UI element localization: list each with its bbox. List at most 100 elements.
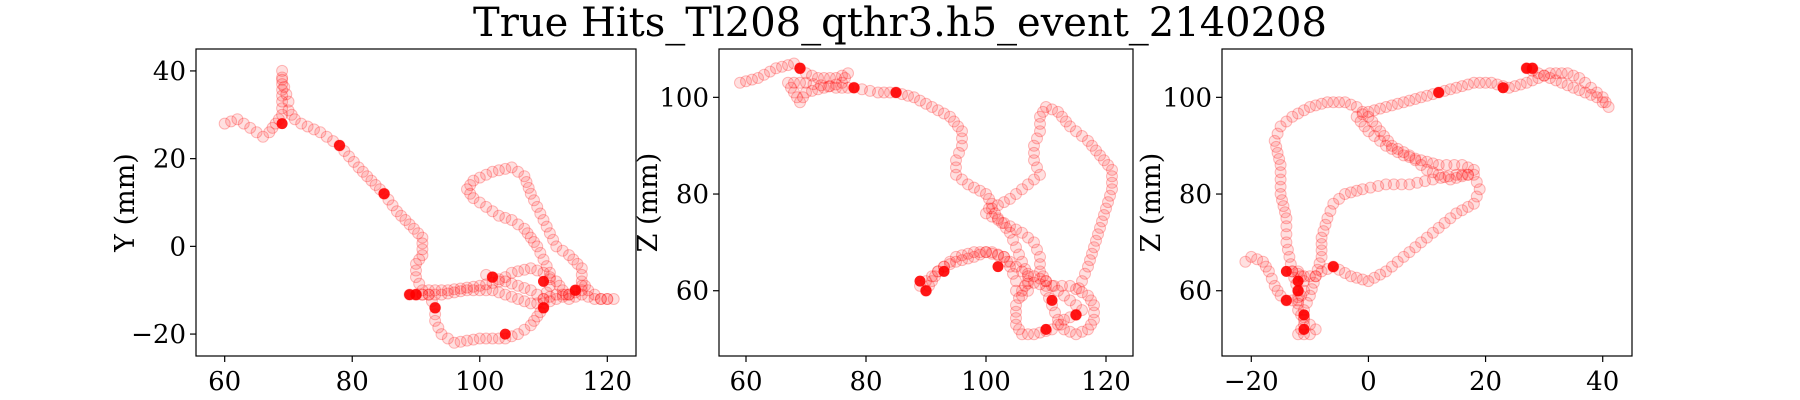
- hit-point-strong: [890, 87, 902, 98]
- hit-point: [492, 286, 505, 299]
- hit-point: [1561, 79, 1574, 92]
- hit-point: [1010, 260, 1022, 273]
- hit-point: [1274, 120, 1287, 133]
- hit-point: [403, 218, 416, 231]
- hit-point: [1419, 175, 1431, 188]
- hit-point: [473, 279, 486, 292]
- hit-point: [830, 78, 842, 91]
- hit-point: [1395, 178, 1408, 191]
- hit-point: [956, 125, 968, 138]
- hit-point: [746, 73, 758, 86]
- hit-point: [320, 130, 333, 143]
- hit-point: [986, 247, 998, 260]
- panel-xz-frame: [718, 48, 1134, 357]
- hit-point: [1034, 258, 1046, 271]
- hit-point-strong: [1298, 309, 1310, 321]
- hit-point: [1596, 96, 1609, 109]
- hit-point: [1520, 76, 1533, 89]
- hit-point: [1104, 189, 1116, 202]
- hit-point: [1040, 101, 1052, 113]
- y-tick-label: 100: [1162, 83, 1212, 113]
- hit-point: [998, 250, 1010, 263]
- hit-point-strong: [848, 82, 860, 94]
- hit-point: [1070, 283, 1082, 296]
- hit-point: [352, 161, 365, 174]
- hit-point: [1265, 272, 1278, 285]
- hit-point: [278, 81, 291, 93]
- hit-point: [956, 139, 968, 152]
- hit-point: [540, 260, 553, 273]
- hit-point: [461, 284, 473, 297]
- hit-point: [1444, 83, 1457, 96]
- hit-point: [1049, 306, 1061, 319]
- hit-point: [1040, 275, 1052, 288]
- hit-point: [1052, 284, 1064, 297]
- hit-point: [770, 62, 782, 75]
- hit-point: [266, 121, 279, 134]
- hit-point: [806, 69, 818, 82]
- hit-point: [836, 81, 848, 94]
- hit-point: [998, 217, 1010, 229]
- hit-point: [547, 233, 560, 246]
- hit-point: [872, 86, 884, 99]
- hit-point: [1094, 221, 1106, 234]
- hit-point: [1370, 120, 1383, 133]
- hit-point-strong: [538, 275, 549, 287]
- hit-point: [473, 171, 486, 184]
- hit-point: [791, 91, 803, 104]
- hit-point: [486, 284, 499, 297]
- hit-point: [1060, 115, 1072, 128]
- hit-point: [263, 126, 276, 139]
- hit-point: [1590, 91, 1603, 104]
- hit-point: [1031, 243, 1043, 256]
- hit-point: [1409, 152, 1422, 165]
- hit-point: [1303, 270, 1316, 283]
- hit-point: [505, 161, 518, 174]
- hit-point: [944, 258, 956, 271]
- hit-point: [1526, 74, 1539, 87]
- hit-point: [1064, 279, 1076, 292]
- hit-point: [1013, 323, 1025, 336]
- hit-point: [435, 288, 448, 301]
- hit-point: [1462, 161, 1474, 174]
- hit-point: [1262, 265, 1275, 278]
- hit-point: [531, 310, 544, 323]
- hit-point: [1028, 139, 1040, 152]
- hit-point: [276, 89, 289, 102]
- hit-point: [512, 165, 524, 178]
- hit-point: [1362, 275, 1375, 288]
- x-tick-label: 80: [849, 367, 882, 397]
- hit-point: [1380, 265, 1392, 278]
- hit-point: [986, 202, 998, 215]
- hit-point-strong: [1280, 294, 1292, 306]
- hit-point: [1271, 284, 1284, 297]
- hit-point: [550, 293, 563, 305]
- hit-point: [1034, 117, 1046, 130]
- hit-point: [1309, 270, 1322, 283]
- hit-point: [950, 154, 962, 167]
- hit-point: [986, 210, 998, 223]
- hit-point-strong: [938, 265, 950, 277]
- hit-point: [1450, 171, 1463, 184]
- hit-point: [1450, 81, 1463, 94]
- hit-point: [410, 257, 422, 270]
- hit-point: [429, 284, 442, 297]
- hit-point: [1368, 271, 1381, 284]
- hit-point: [1106, 183, 1118, 196]
- hit-point: [499, 211, 512, 224]
- hit-point: [410, 264, 422, 277]
- hit-point: [932, 104, 944, 117]
- hit-point: [518, 295, 531, 308]
- hit-point: [1350, 184, 1363, 197]
- hit-point: [1305, 283, 1318, 296]
- hit-point: [575, 275, 588, 288]
- hit-point: [1432, 168, 1445, 181]
- hit-point: [1034, 272, 1046, 285]
- hit-point: [1010, 188, 1022, 200]
- hit-point: [308, 123, 320, 136]
- hit-point: [1040, 284, 1052, 297]
- hit-point: [926, 101, 938, 113]
- hit-point: [1333, 96, 1346, 109]
- hit-point: [556, 288, 569, 301]
- panel-xz-track: [734, 57, 1118, 341]
